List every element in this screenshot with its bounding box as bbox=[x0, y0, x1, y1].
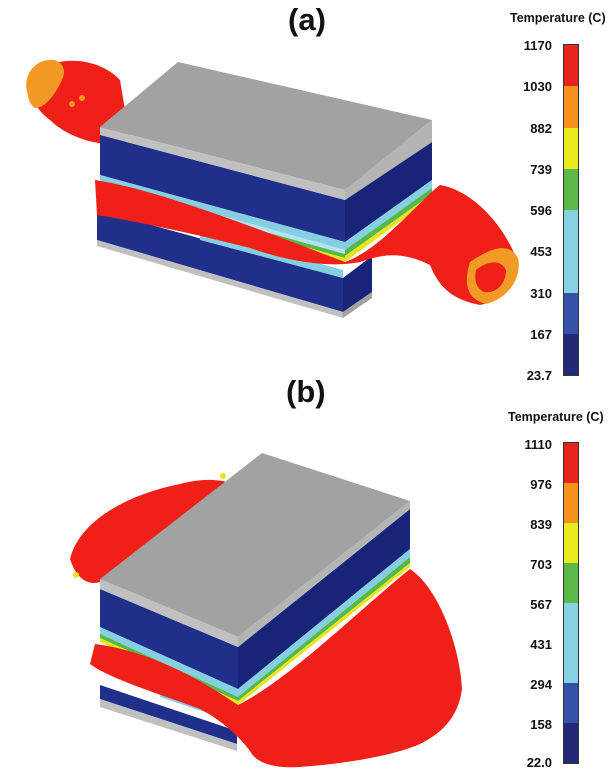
tick-label: 1110 bbox=[524, 437, 553, 452]
melt-edge-left bbox=[26, 59, 65, 108]
upper-block-side bbox=[238, 509, 410, 689]
lower-block-side bbox=[343, 256, 372, 312]
upper-block-front bbox=[100, 135, 345, 242]
panel-label-b: (b) bbox=[286, 374, 326, 409]
tick-label: 167 bbox=[530, 327, 552, 342]
steel-cap-front bbox=[100, 579, 238, 647]
legend-title-a: Temperature (C) bbox=[510, 11, 606, 25]
legend-title-b: Temperature (C) bbox=[508, 410, 604, 424]
tick-label: 158 bbox=[530, 717, 552, 732]
colorbar-a bbox=[563, 44, 579, 376]
upper-block-side bbox=[345, 142, 432, 242]
tick-label: 453 bbox=[530, 244, 552, 259]
tick-label: 839 bbox=[530, 517, 552, 532]
steel-cap-top bbox=[100, 62, 432, 190]
tick-label: 1030 bbox=[523, 79, 552, 94]
tick-label: 703 bbox=[530, 557, 552, 572]
simulation-render-b bbox=[70, 453, 462, 768]
steel-cap-top bbox=[100, 453, 410, 637]
tick-label: 596 bbox=[530, 203, 552, 218]
panel-label-a: (a) bbox=[288, 2, 326, 37]
tick-label: 739 bbox=[530, 162, 552, 177]
tick-label: 567 bbox=[530, 597, 552, 612]
tick-label: 1170 bbox=[523, 38, 552, 53]
panel-b: (b) Temperature (C) 1 bbox=[0, 374, 614, 778]
colorbar-b bbox=[563, 442, 579, 764]
steel-cap-side bbox=[238, 501, 410, 647]
steel-cap-side bbox=[345, 120, 432, 200]
panel-a: (a) Temperature (C) bbox=[26, 2, 606, 383]
tick-label: 294 bbox=[530, 677, 552, 692]
tick-label: 431 bbox=[530, 637, 552, 652]
upper-block-front bbox=[100, 589, 238, 689]
tick-label: 23.7 bbox=[526, 368, 552, 383]
tick-label: 882 bbox=[530, 121, 552, 136]
lower-block-front bbox=[97, 210, 343, 312]
lower-block-front bbox=[100, 685, 237, 744]
steel-cap-front bbox=[100, 127, 345, 200]
tick-label: 976 bbox=[530, 477, 552, 492]
melt-flow-main bbox=[95, 180, 516, 305]
simulation-render-a bbox=[26, 59, 519, 318]
tick-label: 310 bbox=[530, 286, 552, 301]
melt-flow-main bbox=[90, 569, 462, 768]
tick-label: 22.0 bbox=[526, 755, 552, 770]
